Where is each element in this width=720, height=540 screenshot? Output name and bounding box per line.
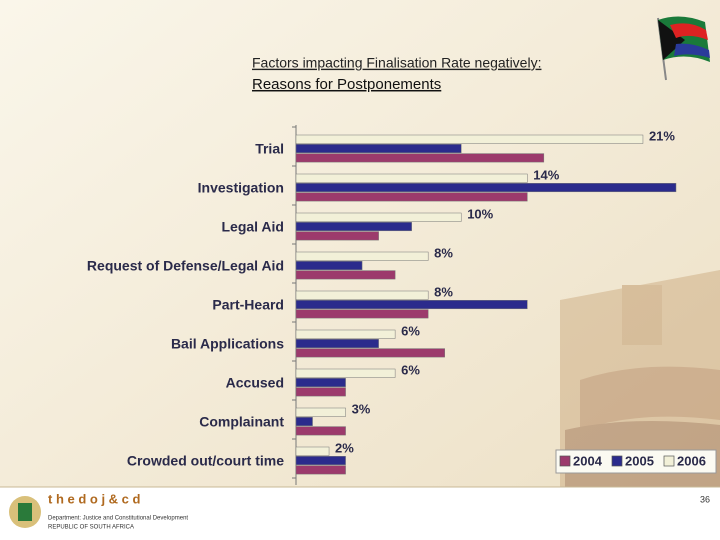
country: REPUBLIC OF SOUTH AFRICA xyxy=(48,525,134,531)
bar xyxy=(295,387,346,397)
legend xyxy=(555,449,717,474)
legend-swatch xyxy=(663,455,675,467)
page-number: 36 xyxy=(700,494,710,504)
coat-of-arms xyxy=(9,496,41,528)
bar xyxy=(295,251,429,261)
bar xyxy=(295,348,445,358)
value-label: 2% xyxy=(335,440,354,455)
brand: t h e d o j & c d xyxy=(48,491,141,506)
bar xyxy=(295,329,396,339)
department: Department: Justice and Constitutional D… xyxy=(48,516,188,522)
value-label: 6% xyxy=(401,362,420,377)
bar xyxy=(295,407,346,417)
bar xyxy=(295,222,412,232)
bar xyxy=(295,465,346,475)
value-label: 21% xyxy=(649,128,675,143)
bar xyxy=(295,339,379,349)
bar xyxy=(295,290,429,300)
category-label: Investigation xyxy=(198,180,284,196)
category-label: Complainant xyxy=(199,414,284,430)
value-label: 10% xyxy=(467,206,493,221)
legend-label: 2006 xyxy=(677,453,706,468)
bar xyxy=(295,309,429,319)
bar xyxy=(295,153,545,163)
bar xyxy=(295,261,363,271)
bar xyxy=(295,212,462,222)
bar xyxy=(295,134,644,144)
chart-subtitle: Reasons for Postponements xyxy=(252,76,441,93)
courtroom-image xyxy=(560,270,720,487)
category-label: Bail Applications xyxy=(171,336,284,352)
bar xyxy=(295,378,346,388)
chart-title: Factors impacting Finalisation Rate nega… xyxy=(252,55,541,71)
value-label: 8% xyxy=(434,284,453,299)
category-label: Request of Defense/Legal Aid xyxy=(87,258,284,274)
legend-label: 2004 xyxy=(573,453,603,468)
bar xyxy=(295,456,346,466)
bar xyxy=(295,368,396,378)
value-label: 3% xyxy=(352,401,371,416)
category-label: Trial xyxy=(255,141,284,157)
legend-label: 2005 xyxy=(625,453,654,468)
value-label: 6% xyxy=(401,323,420,338)
bar xyxy=(295,231,379,241)
bar xyxy=(295,183,677,193)
value-label: 14% xyxy=(533,167,559,182)
bar xyxy=(295,173,528,183)
category-label: Accused xyxy=(226,375,284,391)
flag xyxy=(657,16,710,81)
bar xyxy=(295,426,346,436)
legend-swatch xyxy=(611,455,623,467)
bar xyxy=(295,446,330,456)
legend-swatch xyxy=(559,455,571,467)
bar xyxy=(295,417,313,427)
bar xyxy=(295,270,396,280)
category-label: Crowded out/court time xyxy=(127,453,284,469)
bar xyxy=(295,192,528,202)
category-label: Legal Aid xyxy=(222,219,285,235)
category-label: Part-Heard xyxy=(212,297,284,313)
bar xyxy=(295,144,462,154)
footer-band xyxy=(0,487,720,540)
bar xyxy=(295,300,528,310)
value-label: 8% xyxy=(434,245,453,260)
